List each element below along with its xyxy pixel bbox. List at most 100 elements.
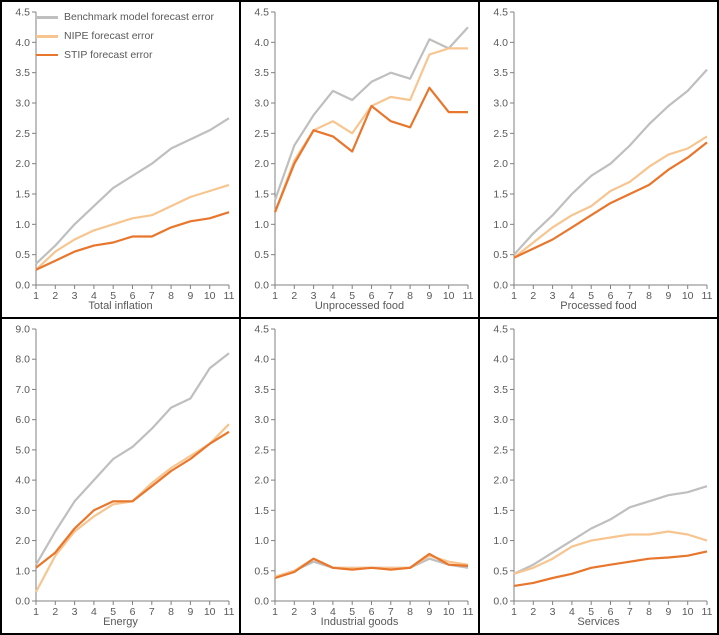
svg-text:8: 8 xyxy=(168,606,174,615)
svg-text:11: 11 xyxy=(702,290,713,299)
svg-text:10: 10 xyxy=(443,606,455,615)
svg-text:2.5: 2.5 xyxy=(254,444,269,456)
svg-text:9: 9 xyxy=(665,290,671,299)
svg-text:3.0: 3.0 xyxy=(493,414,508,426)
chart-svg: 0.01.02.03.04.05.06.07.08.09.01234567891… xyxy=(6,323,235,615)
svg-text:2: 2 xyxy=(291,290,297,299)
legend-item: Benchmark model forecast error xyxy=(36,8,214,27)
svg-text:0.0: 0.0 xyxy=(15,596,30,608)
svg-text:2.0: 2.0 xyxy=(254,158,269,170)
svg-text:1.5: 1.5 xyxy=(493,505,508,517)
svg-text:6: 6 xyxy=(369,290,375,299)
svg-text:5: 5 xyxy=(349,290,355,299)
svg-text:2.0: 2.0 xyxy=(493,475,508,487)
svg-text:6: 6 xyxy=(369,606,375,615)
svg-text:10: 10 xyxy=(682,290,694,299)
series-stip xyxy=(275,88,468,212)
svg-text:7: 7 xyxy=(627,606,633,615)
svg-text:1: 1 xyxy=(272,606,278,615)
svg-text:0.5: 0.5 xyxy=(254,565,269,577)
svg-text:3: 3 xyxy=(550,290,556,299)
legend-swatch xyxy=(36,16,58,19)
svg-text:11: 11 xyxy=(702,606,713,615)
plot-area: 0.00.51.01.52.02.53.03.54.04.51234567891… xyxy=(484,6,713,299)
svg-text:1.5: 1.5 xyxy=(15,189,30,201)
chart-svg: 0.00.51.01.52.02.53.03.54.04.51234567891… xyxy=(245,323,474,615)
svg-text:10: 10 xyxy=(682,606,694,615)
svg-text:10: 10 xyxy=(204,606,216,615)
svg-text:1.0: 1.0 xyxy=(254,219,269,231)
panel-title: Total inflation xyxy=(6,299,235,315)
svg-text:7: 7 xyxy=(388,606,394,615)
svg-text:4.0: 4.0 xyxy=(493,354,508,366)
svg-text:8: 8 xyxy=(646,290,652,299)
svg-text:2: 2 xyxy=(291,606,297,615)
svg-text:0.5: 0.5 xyxy=(493,565,508,577)
panel-total-inflation: 0.00.51.01.52.02.53.03.54.04.51234567891… xyxy=(1,1,240,318)
panel-processed-food: 0.00.51.01.52.02.53.03.54.04.51234567891… xyxy=(479,1,718,318)
svg-text:7: 7 xyxy=(149,606,155,615)
svg-text:10: 10 xyxy=(443,290,455,299)
svg-text:2: 2 xyxy=(52,290,58,299)
svg-text:2.5: 2.5 xyxy=(254,128,269,140)
series-benchmark xyxy=(36,118,229,264)
svg-text:2.5: 2.5 xyxy=(15,128,30,140)
svg-text:3: 3 xyxy=(72,290,78,299)
svg-text:4: 4 xyxy=(330,290,336,299)
svg-text:5: 5 xyxy=(110,606,116,615)
series-nipe xyxy=(514,532,707,574)
svg-text:3: 3 xyxy=(311,290,317,299)
series-stip xyxy=(514,142,707,257)
svg-text:3.5: 3.5 xyxy=(493,67,508,79)
svg-text:4: 4 xyxy=(91,290,97,299)
plot-area: 0.00.51.01.52.02.53.03.54.04.51234567891… xyxy=(245,6,474,299)
svg-text:3: 3 xyxy=(311,606,317,615)
svg-text:7: 7 xyxy=(627,290,633,299)
svg-text:3.5: 3.5 xyxy=(254,384,269,396)
svg-text:4.0: 4.0 xyxy=(254,354,269,366)
svg-text:11: 11 xyxy=(224,290,235,299)
svg-text:5: 5 xyxy=(588,290,594,299)
svg-text:1: 1 xyxy=(272,290,278,299)
svg-text:7: 7 xyxy=(149,290,155,299)
svg-text:8: 8 xyxy=(646,606,652,615)
svg-text:1.0: 1.0 xyxy=(254,535,269,547)
svg-text:0.5: 0.5 xyxy=(15,249,30,261)
svg-text:2.0: 2.0 xyxy=(15,535,30,547)
panel-energy: 0.01.02.03.04.05.06.07.08.09.01234567891… xyxy=(1,318,240,634)
svg-text:2.5: 2.5 xyxy=(493,128,508,140)
svg-text:1: 1 xyxy=(33,606,39,615)
svg-text:4.0: 4.0 xyxy=(15,37,30,49)
svg-text:4: 4 xyxy=(91,606,97,615)
svg-text:1.0: 1.0 xyxy=(15,565,30,577)
svg-text:5.0: 5.0 xyxy=(15,444,30,456)
svg-text:1.0: 1.0 xyxy=(493,219,508,231)
svg-text:2: 2 xyxy=(530,290,536,299)
svg-text:1.0: 1.0 xyxy=(493,535,508,547)
svg-text:1.5: 1.5 xyxy=(254,505,269,517)
panel-unprocessed-food: 0.00.51.01.52.02.53.03.54.04.51234567891… xyxy=(240,1,479,318)
legend-swatch xyxy=(36,54,58,57)
svg-text:3.5: 3.5 xyxy=(493,384,508,396)
legend-label: STIP forecast error xyxy=(64,46,153,65)
chart-svg: 0.00.51.01.52.02.53.03.54.04.51234567891… xyxy=(484,323,713,615)
svg-text:2.0: 2.0 xyxy=(15,158,30,170)
legend-item: NIPE forecast error xyxy=(36,27,214,46)
svg-text:9: 9 xyxy=(187,606,193,615)
panel-title: Services xyxy=(484,615,713,631)
svg-text:11: 11 xyxy=(224,606,235,615)
panel-industrial-goods: 0.00.51.01.52.02.53.03.54.04.51234567891… xyxy=(240,318,479,634)
svg-text:0.5: 0.5 xyxy=(493,249,508,261)
svg-text:4.5: 4.5 xyxy=(254,7,269,19)
legend-label: Benchmark model forecast error xyxy=(64,8,214,27)
panel-title: Industrial goods xyxy=(245,615,474,631)
svg-text:6.0: 6.0 xyxy=(15,414,30,426)
series-nipe xyxy=(36,424,229,592)
series-stip xyxy=(36,212,229,270)
svg-text:2: 2 xyxy=(530,606,536,615)
svg-text:10: 10 xyxy=(204,290,216,299)
svg-text:11: 11 xyxy=(463,606,474,615)
chart-svg: 0.00.51.01.52.02.53.03.54.04.51234567891… xyxy=(245,6,474,299)
svg-text:5: 5 xyxy=(349,606,355,615)
legend-label: NIPE forecast error xyxy=(64,27,154,46)
